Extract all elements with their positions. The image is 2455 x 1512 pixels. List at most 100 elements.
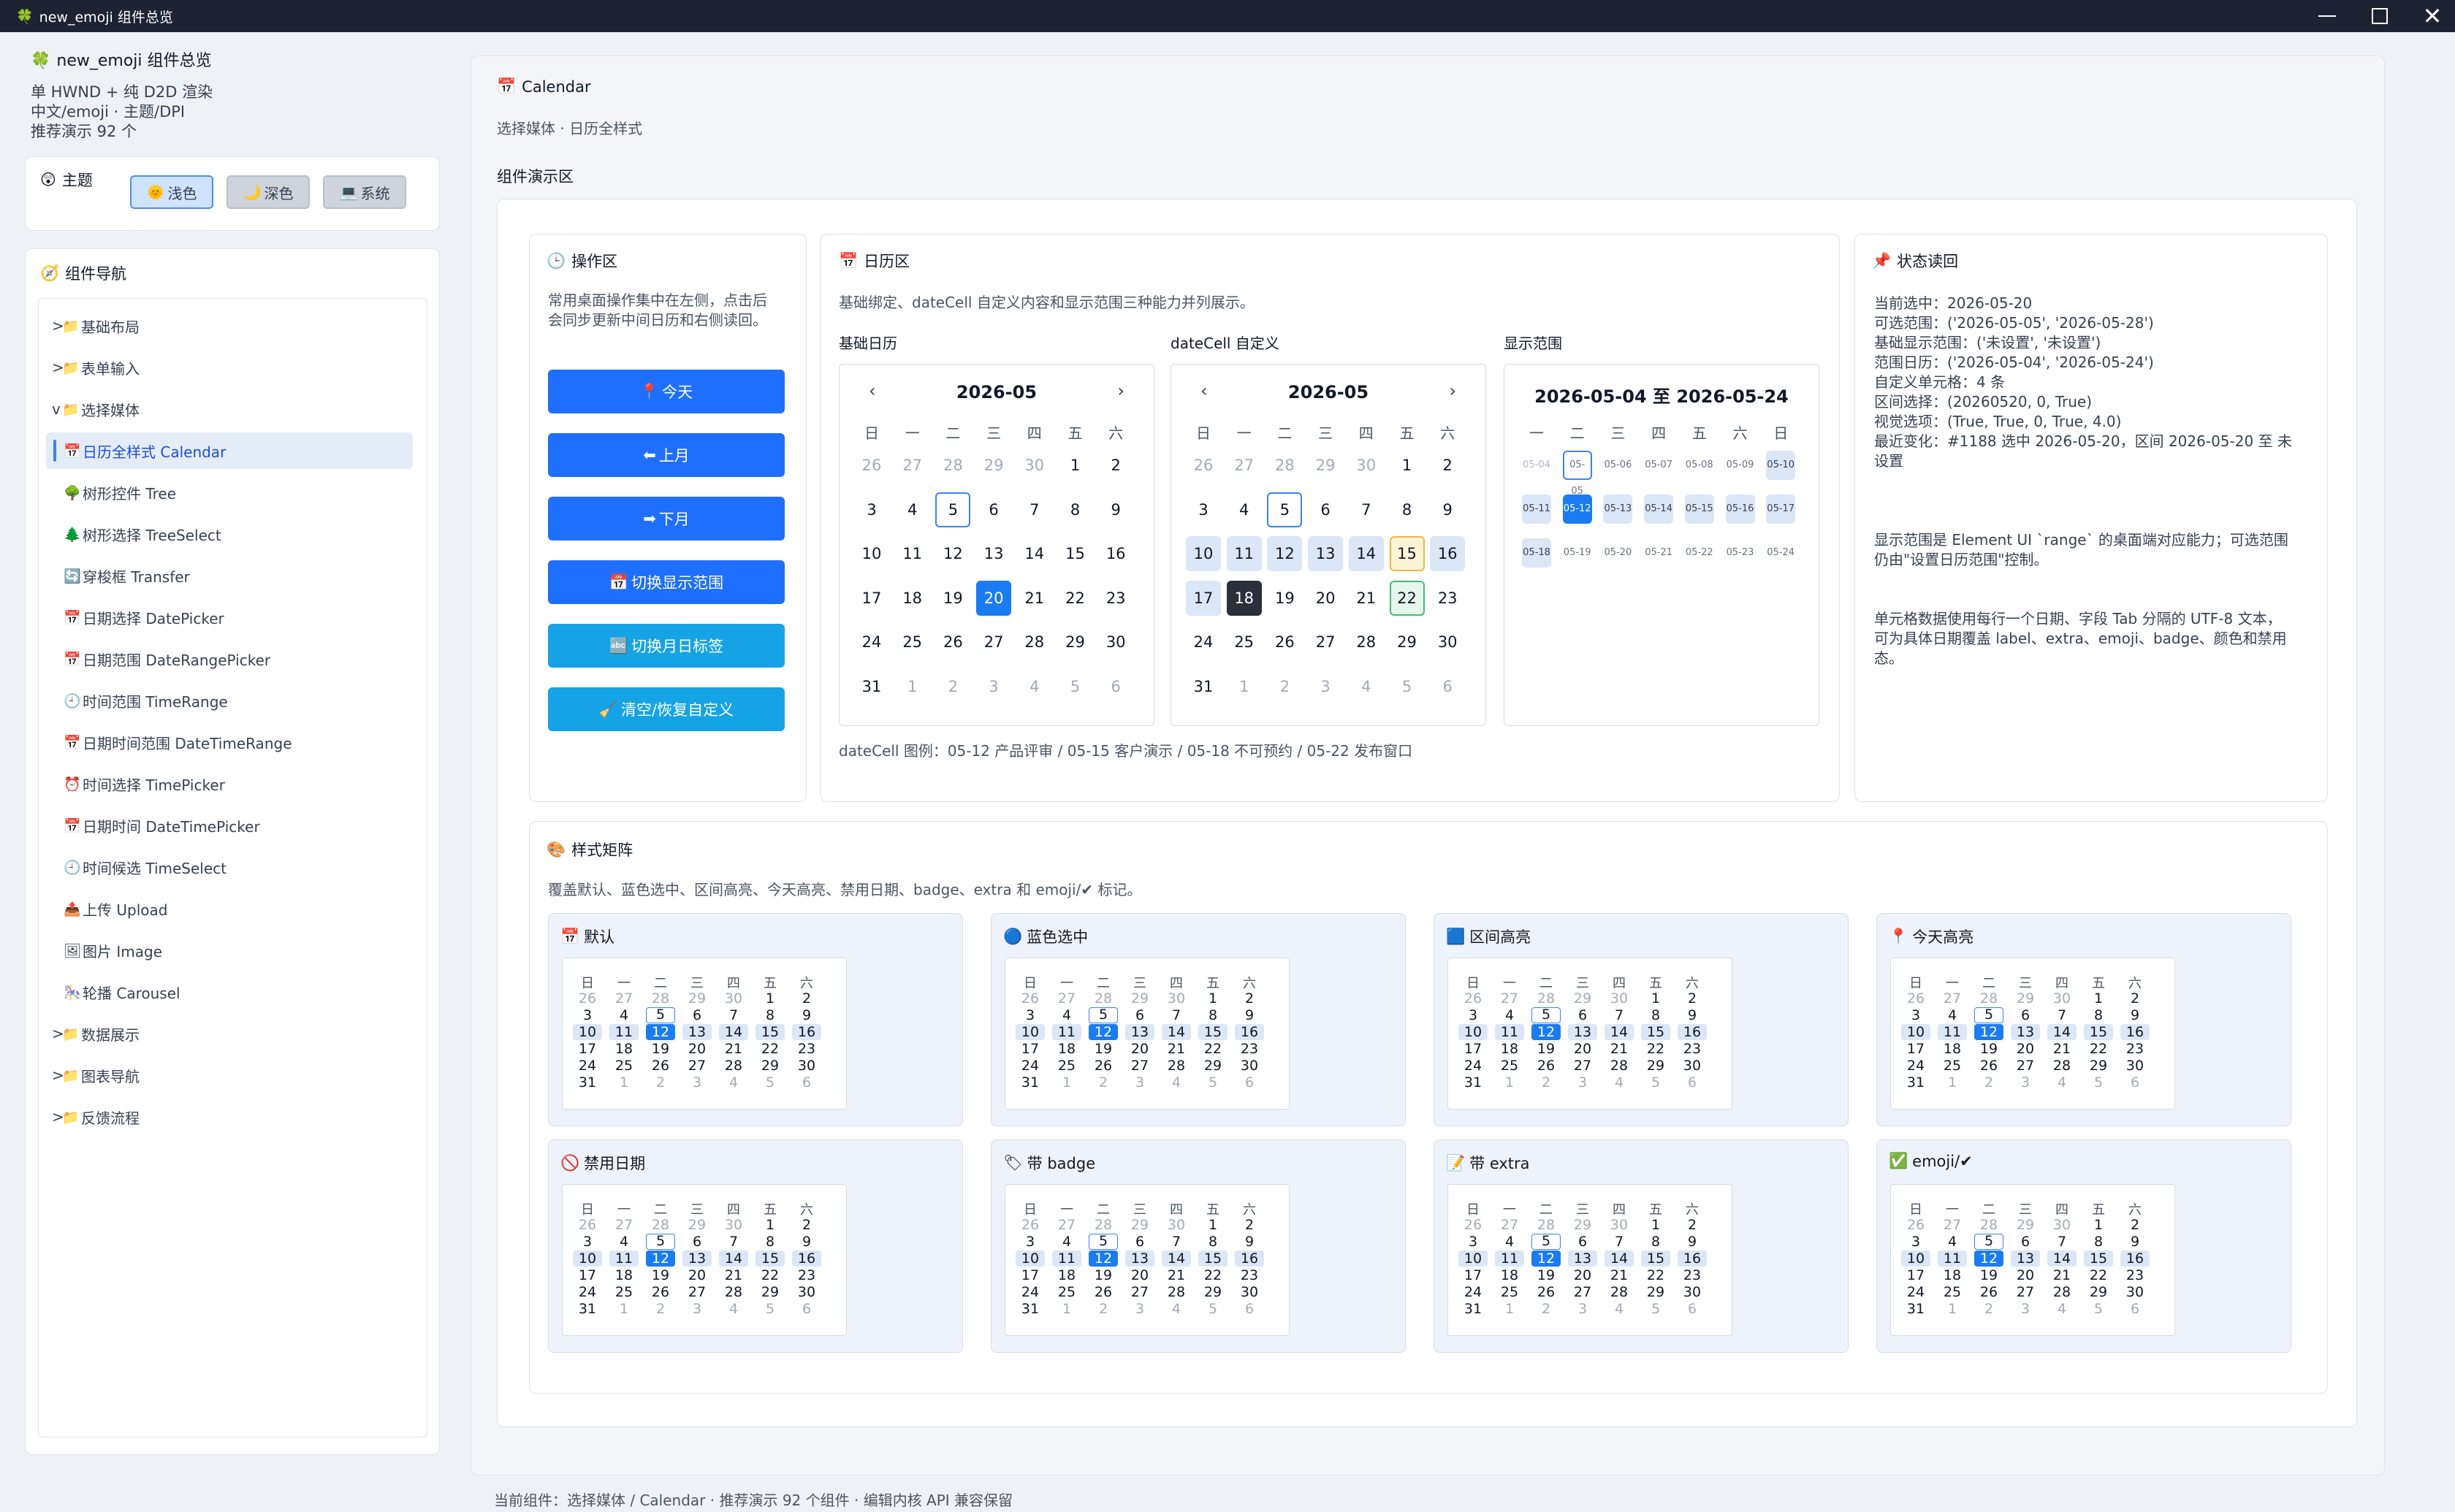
mini-day-cell[interactable]: 2: [1687, 990, 1697, 1007]
mini-day-cell[interactable]: 30: [1167, 990, 1186, 1007]
mini-day-cell[interactable]: 23: [2125, 1267, 2144, 1283]
mini-day-cell[interactable]: 15: [1198, 1024, 1228, 1040]
mini-day-cell[interactable]: 29: [761, 1058, 780, 1074]
mini-day-cell[interactable]: 8: [1651, 1007, 1661, 1023]
day-cell[interactable]: 22: [1389, 580, 1425, 616]
mini-day-cell[interactable]: 22: [2089, 1267, 2108, 1283]
mini-day-cell[interactable]: 10: [1458, 1251, 1488, 1267]
mini-day-cell[interactable]: 26: [578, 990, 597, 1007]
mini-day-cell[interactable]: 23: [1683, 1041, 1702, 1057]
mini-day-cell[interactable]: 1: [1651, 990, 1661, 1007]
mini-day-cell[interactable]: 1: [1947, 1074, 1957, 1091]
mini-day-cell[interactable]: 12: [1974, 1024, 2003, 1040]
mini-day-cell[interactable]: 5: [646, 1234, 675, 1250]
mini-day-cell[interactable]: 5: [765, 1301, 775, 1317]
day-cell[interactable]: 19: [943, 589, 963, 607]
mini-day-cell[interactable]: 2: [1098, 1074, 1108, 1091]
nav-item[interactable]: 🌳 树形控件 Tree: [46, 474, 413, 511]
mini-day-cell[interactable]: 9: [2130, 1007, 2140, 1023]
day-cell[interactable]: 3: [867, 500, 877, 519]
day-cell[interactable]: 13: [983, 545, 1004, 562]
mini-day-cell[interactable]: 23: [1683, 1267, 1702, 1283]
mini-day-cell[interactable]: 22: [1203, 1267, 1222, 1283]
mini-day-cell[interactable]: 13: [1125, 1024, 1154, 1040]
mini-day-cell[interactable]: 17: [578, 1041, 597, 1057]
mini-day-cell[interactable]: 3: [1468, 1007, 1478, 1023]
mini-day-cell[interactable]: 28: [1537, 990, 1556, 1007]
mini-day-cell[interactable]: 3: [1025, 1234, 1035, 1250]
mini-day-cell[interactable]: 30: [2125, 1284, 2144, 1300]
mini-day-cell[interactable]: 18: [1500, 1267, 1519, 1283]
mini-day-cell[interactable]: 28: [1610, 1284, 1629, 1300]
mini-day-cell[interactable]: 29: [761, 1284, 780, 1300]
mini-day-cell[interactable]: 21: [724, 1041, 743, 1057]
mini-day-cell[interactable]: 1: [1947, 1301, 1957, 1317]
day-cell[interactable]: 26: [1275, 633, 1295, 651]
mini-day-cell[interactable]: 25: [614, 1058, 633, 1074]
mini-day-cell[interactable]: 6: [1244, 1074, 1255, 1091]
nav-item[interactable]: > 📁 图表导航: [46, 1057, 413, 1093]
range-day-cell[interactable]: 05-23: [1726, 547, 1754, 558]
day-cell[interactable]: 15: [1065, 545, 1085, 562]
day-cell[interactable]: 25: [902, 633, 923, 651]
mini-day-cell[interactable]: 31: [578, 1301, 597, 1317]
mini-day-cell[interactable]: 2: [802, 1217, 812, 1233]
mini-day-cell[interactable]: 11: [609, 1024, 639, 1040]
mini-day-cell[interactable]: 26: [1537, 1058, 1556, 1074]
mini-day-cell[interactable]: 19: [1094, 1267, 1113, 1283]
mini-day-cell[interactable]: 21: [2052, 1041, 2071, 1057]
day-cell[interactable]: 27: [1234, 457, 1255, 474]
mini-day-cell[interactable]: 26: [1094, 1284, 1113, 1300]
day-cell[interactable]: 2: [948, 677, 959, 695]
mini-day-cell[interactable]: 2: [1541, 1301, 1551, 1317]
mini-day-cell[interactable]: 13: [682, 1251, 712, 1267]
day-cell[interactable]: 16: [1105, 545, 1126, 562]
mini-day-cell[interactable]: 27: [1500, 990, 1519, 1007]
mini-day-cell[interactable]: 6: [802, 1301, 812, 1317]
mini-day-cell[interactable]: 4: [619, 1234, 629, 1250]
op-button[interactable]: 📅 切换显示范围: [548, 560, 785, 604]
mini-day-cell[interactable]: 6: [802, 1074, 812, 1091]
mini-day-cell[interactable]: 14: [1605, 1251, 1634, 1267]
mini-day-cell[interactable]: 3: [692, 1301, 702, 1317]
mini-day-cell[interactable]: 12: [1089, 1024, 1118, 1040]
mini-day-cell[interactable]: 11: [1495, 1024, 1524, 1040]
day-cell[interactable]: 2: [1279, 677, 1290, 695]
day-cell[interactable]: 16: [1430, 536, 1466, 571]
mini-day-cell[interactable]: 5: [1089, 1234, 1118, 1250]
mini-day-cell[interactable]: 7: [1171, 1234, 1181, 1250]
mini-day-cell[interactable]: 30: [724, 990, 743, 1007]
mini-day-cell[interactable]: 28: [724, 1058, 743, 1074]
nav-item[interactable]: 🕘 时间范围 TimeRange: [46, 682, 413, 719]
mini-day-cell[interactable]: 17: [1021, 1267, 1040, 1283]
close-button[interactable]: ✕: [2422, 2, 2443, 30]
mini-day-cell[interactable]: 15: [755, 1024, 785, 1040]
mini-day-cell[interactable]: 4: [1504, 1234, 1515, 1250]
theme-light-button[interactable]: 🌞 浅色: [130, 175, 213, 209]
nav-item[interactable]: 📅 日期选择 DatePicker: [46, 599, 413, 635]
mini-day-cell[interactable]: 16: [2120, 1024, 2150, 1040]
mini-day-cell[interactable]: 18: [1057, 1267, 1076, 1283]
mini-day-cell[interactable]: 20: [688, 1041, 707, 1057]
mini-day-cell[interactable]: 4: [1614, 1301, 1624, 1317]
day-cell[interactable]: 25: [1234, 633, 1255, 651]
day-cell[interactable]: 5: [1267, 492, 1303, 527]
mini-day-cell[interactable]: 26: [1979, 1284, 1998, 1300]
mini-day-cell[interactable]: 2: [655, 1301, 666, 1317]
mini-day-cell[interactable]: 1: [1651, 1217, 1661, 1233]
mini-day-cell[interactable]: 29: [2016, 990, 2035, 1007]
minimize-button[interactable]: [2301, 0, 2353, 32]
mini-day-cell[interactable]: 6: [2130, 1301, 2140, 1317]
day-cell[interactable]: 12: [943, 545, 963, 562]
mini-day-cell[interactable]: 30: [2052, 990, 2071, 1007]
mini-day-cell[interactable]: 1: [619, 1074, 629, 1091]
day-cell[interactable]: 20: [1315, 589, 1336, 607]
mini-day-cell[interactable]: 26: [578, 1217, 597, 1233]
mini-day-cell[interactable]: 4: [2057, 1301, 2067, 1317]
mini-day-cell[interactable]: 27: [614, 990, 633, 1007]
day-cell[interactable]: 9: [1442, 500, 1453, 519]
mini-day-cell[interactable]: 28: [1094, 1217, 1113, 1233]
mini-day-cell[interactable]: 20: [1130, 1267, 1149, 1283]
mini-day-cell[interactable]: 30: [1167, 1217, 1186, 1233]
mini-day-cell[interactable]: 19: [1979, 1041, 1998, 1057]
